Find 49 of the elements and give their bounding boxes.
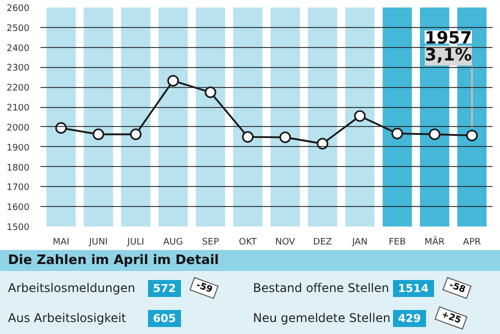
- x-tick-label: MAI: [52, 238, 70, 248]
- x-tick-label: APR: [463, 238, 481, 248]
- text: 605: [148, 310, 181, 326]
- y-tick-label: 2400: [6, 44, 30, 54]
- y-tick-label: 2200: [6, 84, 30, 94]
- y-tick-label: 1900: [6, 143, 30, 154]
- text: -59: [189, 276, 219, 300]
- y-tick-label: 2000: [6, 123, 30, 134]
- point: [466, 130, 478, 142]
- y-tick-label: 2600: [6, 4, 30, 14]
- annotation: 1957 3,1%: [424, 28, 472, 66]
- x-tick-label: OKT: [238, 238, 258, 248]
- text: Neu gemeldete Stellen: [253, 311, 392, 325]
- text: Die Zahlen im April im Detail: [0, 250, 500, 271]
- text: +25: [434, 306, 468, 330]
- text: Arbeitslosmeldungen: [8, 281, 136, 295]
- point: [92, 128, 104, 140]
- x-tick-label: AUG: [163, 238, 183, 248]
- x-tick-label: MÄR: [424, 236, 445, 248]
- text: Aus Arbeitslosigkeit: [8, 311, 128, 325]
- text: Bestand offene Stellen: [253, 281, 390, 295]
- text: 1514: [393, 280, 434, 296]
- y-tick-label: 1700: [6, 183, 30, 194]
- x-tick-label: FEB: [388, 238, 406, 248]
- text: 429: [393, 310, 426, 326]
- y-tick-label: 1500: [6, 223, 30, 233]
- x-tick-label: JULI: [126, 238, 144, 248]
- point: [391, 128, 404, 140]
- x-tick-label: JAN: [351, 238, 368, 248]
- y-tick-label: 1800: [6, 163, 30, 174]
- point: [242, 131, 254, 143]
- y-tick-label: 2100: [6, 104, 30, 114]
- y-tick-label: 2500: [6, 24, 30, 34]
- x-tick-label: JUNI: [88, 238, 108, 248]
- y-tick-label: 1600: [6, 203, 30, 214]
- text: 572: [148, 280, 181, 296]
- point: [204, 86, 216, 98]
- point: [316, 138, 328, 150]
- point: [428, 128, 440, 140]
- y-tick-label: 2300: [6, 64, 30, 74]
- point: [130, 128, 142, 140]
- x-tick-label: SEP: [202, 238, 220, 248]
- x-tick-label: NOV: [275, 238, 296, 248]
- x-tick-label: DEZ: [313, 238, 332, 248]
- point: [354, 110, 366, 122]
- text: -58: [442, 276, 472, 300]
- point: [279, 132, 291, 144]
- point: [55, 122, 67, 134]
- point: [167, 74, 179, 87]
